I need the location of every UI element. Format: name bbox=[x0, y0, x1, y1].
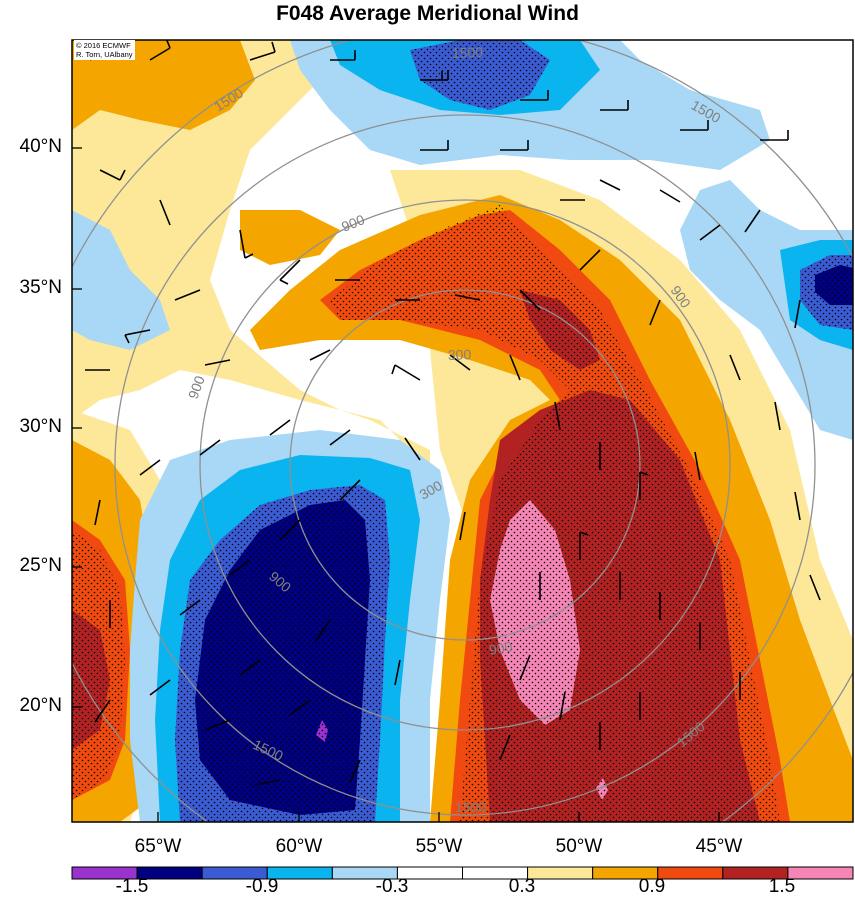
colorbar-label: -0.3 bbox=[375, 876, 409, 897]
colorbar-label: -1.5 bbox=[115, 876, 149, 897]
credit-box: © 2016 ECMWF R. Torn, UAlbany bbox=[74, 40, 135, 60]
lat-label: 20°N bbox=[19, 695, 62, 716]
map-title: F048 Average Meridional Wind bbox=[276, 2, 579, 25]
lat-label: 30°N bbox=[19, 416, 62, 437]
range-rings bbox=[72, 40, 853, 822]
lon-label: 65°W bbox=[134, 836, 182, 857]
colorbar bbox=[71, 866, 854, 880]
lon-label: 45°W bbox=[695, 836, 743, 857]
colorbar-label: 0.9 bbox=[638, 876, 666, 897]
lon-label: 55°W bbox=[415, 836, 463, 857]
contour-label: 300 bbox=[448, 346, 472, 363]
credit-line-1: © 2016 ECMWF bbox=[76, 41, 131, 50]
lon-label: 50°W bbox=[555, 836, 603, 857]
colorbar-label: 1.5 bbox=[768, 876, 796, 897]
colorbar-swatch bbox=[787, 866, 854, 880]
axis-ticks bbox=[72, 147, 720, 822]
lat-label: 40°N bbox=[19, 136, 62, 157]
contour-label: 1500 bbox=[455, 799, 486, 815]
lat-label: 35°N bbox=[19, 277, 62, 298]
colorbar-label: -0.9 bbox=[245, 876, 279, 897]
map-border bbox=[71, 39, 854, 823]
significance-stippling bbox=[72, 40, 853, 822]
wind-barbs bbox=[85, 40, 821, 786]
contour-label: 900 bbox=[185, 373, 208, 401]
colorbar-label: 0.3 bbox=[508, 876, 536, 897]
lon-label: 60°W bbox=[275, 836, 323, 857]
contour-label: 900 bbox=[488, 638, 514, 658]
lat-label: 25°N bbox=[19, 555, 62, 576]
contour-label: 1500 bbox=[452, 44, 484, 61]
meridional-wind-field bbox=[72, 40, 853, 822]
credit-line-2: R. Torn, UAlbany bbox=[76, 50, 133, 59]
